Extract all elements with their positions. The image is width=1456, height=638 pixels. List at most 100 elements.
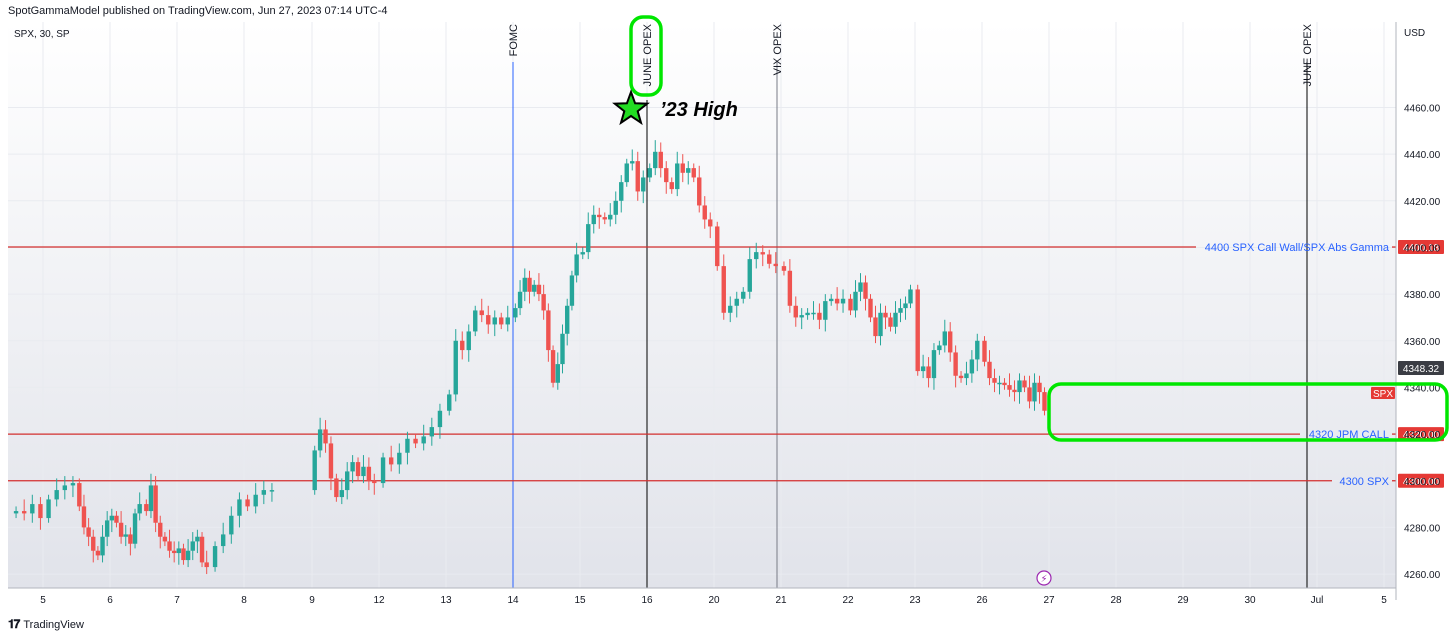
series-tag-bg bbox=[1371, 387, 1395, 399]
candle bbox=[486, 315, 491, 325]
candle bbox=[237, 499, 242, 516]
candle bbox=[1042, 392, 1047, 411]
candle bbox=[447, 394, 452, 411]
candle bbox=[903, 303, 908, 309]
candle bbox=[312, 450, 317, 491]
candle bbox=[586, 224, 591, 253]
candle bbox=[220, 534, 226, 547]
candle bbox=[987, 361, 992, 379]
candle bbox=[926, 366, 931, 379]
candle bbox=[675, 163, 680, 190]
currency-label: USD bbox=[1404, 28, 1425, 39]
footer: 𝟏𝟕 TradingView bbox=[8, 617, 84, 632]
candle bbox=[834, 298, 840, 304]
candle bbox=[372, 480, 377, 484]
candle bbox=[721, 266, 726, 313]
candle bbox=[334, 478, 339, 498]
candle bbox=[100, 536, 105, 556]
candle bbox=[123, 534, 128, 537]
candle bbox=[580, 252, 585, 255]
candle bbox=[339, 490, 344, 498]
candle bbox=[167, 541, 172, 551]
candle bbox=[1002, 382, 1007, 386]
price-tag-bg bbox=[1398, 240, 1444, 255]
x-tick: 20 bbox=[708, 595, 720, 606]
candle bbox=[787, 270, 793, 306]
x-tick: 9 bbox=[309, 595, 315, 606]
candle bbox=[997, 382, 1002, 385]
candle bbox=[1032, 382, 1037, 402]
candle bbox=[868, 298, 873, 318]
lightning-icon bbox=[1036, 570, 1052, 586]
candle bbox=[799, 315, 804, 318]
candle bbox=[878, 312, 883, 337]
y-tick: 4260.00 bbox=[1404, 570, 1441, 581]
candle bbox=[104, 520, 110, 537]
candle bbox=[245, 499, 250, 507]
x-tick: 15 bbox=[574, 595, 586, 606]
candle bbox=[505, 317, 510, 325]
y-tick: 4440.00 bbox=[1404, 150, 1441, 161]
candle bbox=[942, 331, 947, 346]
candle bbox=[873, 317, 878, 337]
candle bbox=[355, 462, 361, 477]
candlestick-chart[interactable]: FOMC JUNE OPEX VIX OPEX JUNE OPEX 4400 SPX … bbox=[0, 0, 1456, 614]
x-tick: 6 bbox=[107, 595, 113, 606]
event-lines: FOMC JUNE OPEX VIX OPEX JUNE OPEX bbox=[508, 23, 1314, 588]
candle bbox=[91, 536, 96, 551]
publisher-header: SpotGammaModel published on TradingView.… bbox=[8, 5, 388, 17]
candle bbox=[158, 522, 163, 537]
x-tick: 23 bbox=[909, 595, 921, 606]
candle bbox=[829, 298, 834, 302]
candle bbox=[380, 457, 386, 484]
candle bbox=[747, 259, 752, 292]
candle bbox=[1012, 389, 1017, 393]
candle bbox=[453, 340, 458, 395]
candle bbox=[728, 305, 733, 313]
candle bbox=[21, 511, 27, 514]
candle bbox=[948, 331, 953, 353]
price-tag: 4300.00 bbox=[1403, 477, 1440, 488]
candle bbox=[975, 340, 980, 360]
candle bbox=[81, 506, 87, 528]
candle bbox=[550, 350, 556, 383]
candle bbox=[345, 471, 350, 491]
candle bbox=[964, 373, 969, 379]
candle bbox=[647, 168, 652, 178]
candle bbox=[229, 515, 234, 535]
candle bbox=[199, 536, 205, 563]
candle bbox=[754, 252, 759, 260]
candle bbox=[323, 429, 328, 444]
x-tick: 12 bbox=[373, 595, 385, 606]
candle bbox=[931, 350, 937, 379]
candle bbox=[898, 308, 903, 313]
candles bbox=[13, 140, 1047, 575]
x-tick: 13 bbox=[440, 595, 452, 606]
candle bbox=[848, 298, 853, 311]
candle bbox=[708, 219, 713, 227]
lightning-glyph: ⚡ bbox=[1040, 574, 1047, 585]
series-tag: SPX bbox=[1373, 389, 1393, 400]
candle bbox=[54, 490, 59, 500]
candle bbox=[328, 443, 334, 479]
candle bbox=[350, 462, 355, 472]
candle bbox=[653, 151, 658, 169]
candle bbox=[602, 217, 607, 220]
candle bbox=[492, 317, 497, 325]
candle bbox=[144, 504, 149, 512]
candle bbox=[70, 483, 76, 486]
candle bbox=[132, 513, 138, 544]
x-tick: 5 bbox=[40, 595, 46, 606]
candle bbox=[137, 504, 142, 514]
tv-logo-icon: 𝟏𝟕 bbox=[8, 617, 20, 631]
candle bbox=[413, 438, 418, 444]
candle bbox=[1007, 385, 1012, 390]
candle bbox=[479, 310, 484, 316]
candle bbox=[569, 275, 575, 306]
candle bbox=[702, 205, 707, 220]
candle bbox=[181, 548, 186, 561]
candle bbox=[624, 163, 629, 183]
candle bbox=[513, 308, 518, 318]
price-tag-bg bbox=[1398, 473, 1444, 488]
candle bbox=[591, 214, 596, 225]
